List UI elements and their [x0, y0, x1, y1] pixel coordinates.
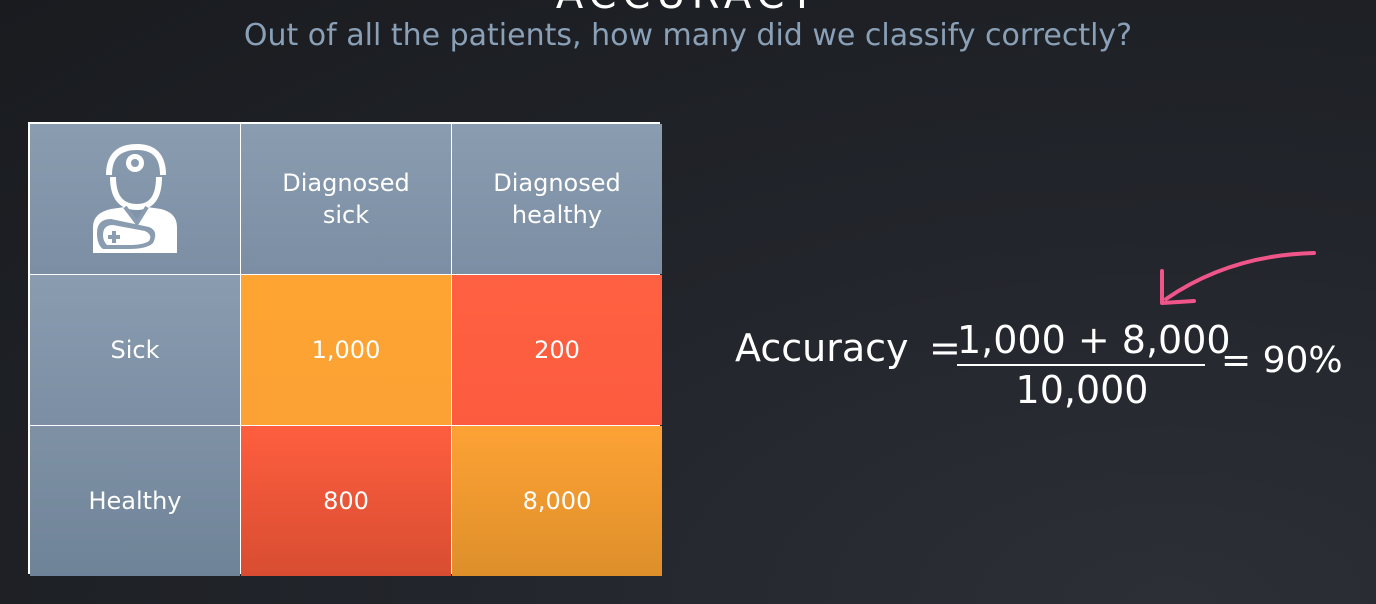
fraction-bar [957, 364, 1205, 366]
row-header-healthy: Healthy [30, 426, 240, 576]
formula-equals-sign: = [929, 326, 961, 370]
confusion-matrix: Diagnosed sick Diagnosed healthy Sick 1,… [28, 122, 662, 576]
slide-title: ACCURACY [0, 0, 1376, 18]
matrix-corner-cell [30, 124, 240, 274]
cell-true-positive: 1,000 [241, 275, 451, 425]
cell-true-negative: 8,000 [452, 426, 662, 576]
doctor-icon [93, 143, 177, 253]
cell-false-positive: 800 [241, 426, 451, 576]
cell-false-negative: 200 [452, 275, 662, 425]
column-header-diagnosed-sick: Diagnosed sick [241, 124, 451, 274]
slide-subtitle: Out of all the patients, how many did we… [243, 18, 1133, 53]
curved-arrow-icon [1160, 251, 1316, 305]
column-header-diagnosed-healthy: Diagnosed healthy [452, 124, 662, 274]
row-header-sick: Sick [30, 275, 240, 425]
formula-result: = 90% [1221, 340, 1343, 381]
accuracy-formula: Accuracy = 1,000 + 8,000 10,000 = 90% [735, 318, 1345, 418]
formula-numerator: 1,000 + 8,000 [957, 318, 1231, 362]
formula-label: Accuracy [735, 326, 909, 370]
formula-denominator: 10,000 [1015, 368, 1149, 412]
